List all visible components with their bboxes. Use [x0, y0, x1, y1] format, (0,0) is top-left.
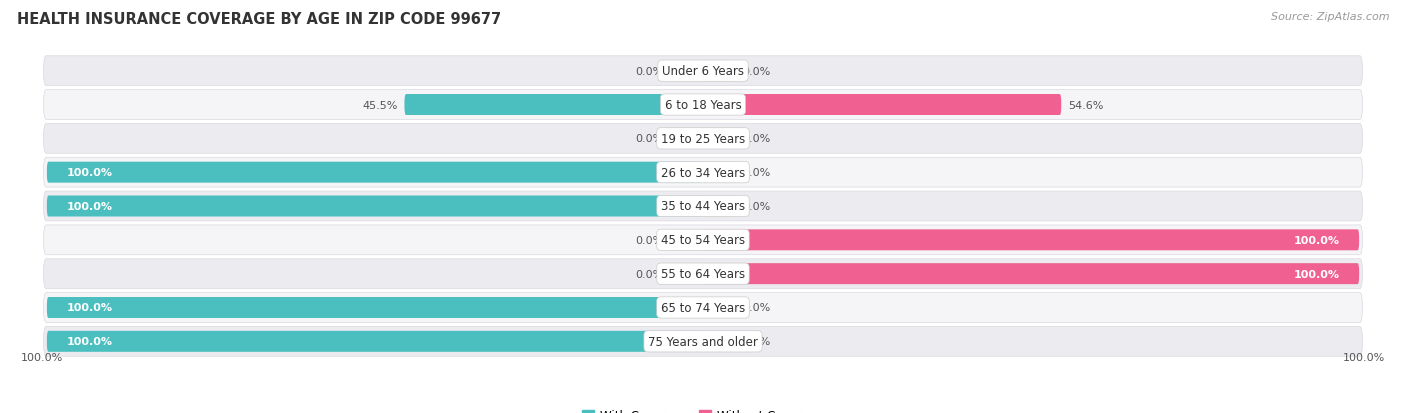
FancyBboxPatch shape	[44, 259, 1362, 289]
FancyBboxPatch shape	[44, 90, 1362, 120]
Text: 0.0%: 0.0%	[636, 235, 664, 245]
Text: 0.0%: 0.0%	[636, 269, 664, 279]
Text: 0.0%: 0.0%	[636, 66, 664, 76]
FancyBboxPatch shape	[671, 230, 703, 251]
Text: Under 6 Years: Under 6 Years	[662, 65, 744, 78]
FancyBboxPatch shape	[44, 225, 1362, 255]
Text: 26 to 34 Years: 26 to 34 Years	[661, 166, 745, 179]
FancyBboxPatch shape	[671, 128, 703, 150]
FancyBboxPatch shape	[703, 162, 735, 183]
Text: 75 Years and older: 75 Years and older	[648, 335, 758, 348]
FancyBboxPatch shape	[405, 95, 703, 116]
Text: 100.0%: 100.0%	[21, 352, 63, 363]
Text: 0.0%: 0.0%	[742, 168, 770, 178]
FancyBboxPatch shape	[46, 162, 703, 183]
FancyBboxPatch shape	[46, 297, 703, 318]
Text: 100.0%: 100.0%	[66, 168, 112, 178]
FancyBboxPatch shape	[44, 293, 1362, 323]
Text: 100.0%: 100.0%	[1294, 235, 1340, 245]
FancyBboxPatch shape	[46, 196, 703, 217]
FancyBboxPatch shape	[703, 128, 735, 150]
Text: 0.0%: 0.0%	[742, 134, 770, 144]
FancyBboxPatch shape	[703, 263, 1360, 285]
Text: HEALTH INSURANCE COVERAGE BY AGE IN ZIP CODE 99677: HEALTH INSURANCE COVERAGE BY AGE IN ZIP …	[17, 12, 501, 27]
Text: 0.0%: 0.0%	[742, 303, 770, 313]
FancyBboxPatch shape	[671, 263, 703, 285]
Text: 100.0%: 100.0%	[66, 337, 112, 347]
FancyBboxPatch shape	[671, 61, 703, 82]
FancyBboxPatch shape	[44, 57, 1362, 86]
Text: 6 to 18 Years: 6 to 18 Years	[665, 99, 741, 112]
Text: 100.0%: 100.0%	[66, 303, 112, 313]
FancyBboxPatch shape	[703, 61, 735, 82]
FancyBboxPatch shape	[703, 95, 1062, 116]
Text: 19 to 25 Years: 19 to 25 Years	[661, 133, 745, 145]
Text: 0.0%: 0.0%	[636, 134, 664, 144]
Text: Source: ZipAtlas.com: Source: ZipAtlas.com	[1271, 12, 1389, 22]
FancyBboxPatch shape	[703, 331, 735, 352]
Text: 100.0%: 100.0%	[66, 202, 112, 211]
FancyBboxPatch shape	[703, 196, 735, 217]
Text: 45 to 54 Years: 45 to 54 Years	[661, 234, 745, 247]
FancyBboxPatch shape	[44, 327, 1362, 356]
Text: 100.0%: 100.0%	[1343, 352, 1385, 363]
Text: 54.6%: 54.6%	[1067, 100, 1104, 110]
FancyBboxPatch shape	[46, 331, 703, 352]
Text: 0.0%: 0.0%	[742, 202, 770, 211]
Text: 100.0%: 100.0%	[1294, 269, 1340, 279]
Text: 0.0%: 0.0%	[742, 66, 770, 76]
Text: 65 to 74 Years: 65 to 74 Years	[661, 301, 745, 314]
Text: 45.5%: 45.5%	[363, 100, 398, 110]
FancyBboxPatch shape	[703, 297, 735, 318]
Legend: With Coverage, Without Coverage: With Coverage, Without Coverage	[578, 404, 828, 413]
FancyBboxPatch shape	[44, 192, 1362, 221]
FancyBboxPatch shape	[703, 230, 1360, 251]
Text: 0.0%: 0.0%	[742, 337, 770, 347]
Text: 55 to 64 Years: 55 to 64 Years	[661, 268, 745, 280]
FancyBboxPatch shape	[44, 158, 1362, 188]
Text: 35 to 44 Years: 35 to 44 Years	[661, 200, 745, 213]
FancyBboxPatch shape	[44, 124, 1362, 154]
